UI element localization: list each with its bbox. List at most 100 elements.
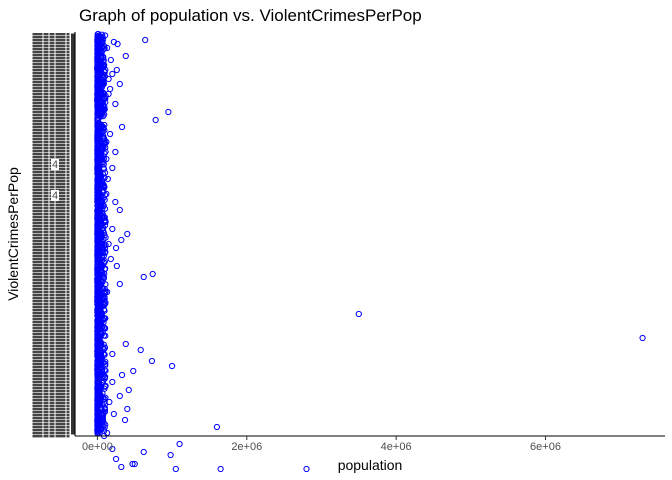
y-tick-label-glyph xyxy=(55,336,61,339)
y-tick-label-glyph xyxy=(43,180,49,183)
y-tick-label-glyph xyxy=(66,132,70,135)
y-tick-label-glyph xyxy=(66,315,70,318)
y-tick-label-glyph xyxy=(37,297,43,300)
y-tick-label-glyph xyxy=(32,153,38,156)
y-tick-label-glyph xyxy=(66,75,70,78)
y-tick-label-glyph xyxy=(66,420,70,423)
y-tick-label-glyph xyxy=(32,99,38,102)
y-tick-label-glyph xyxy=(60,90,66,93)
y-tick-label-glyph xyxy=(55,201,61,204)
y-tick-label-glyph xyxy=(49,150,55,153)
data-point xyxy=(94,275,101,283)
y-tick-label-glyph xyxy=(55,156,61,159)
y-tick-label-glyph xyxy=(37,411,43,414)
y-tick-label-glyph xyxy=(32,174,38,177)
y-tick-label-glyph xyxy=(37,114,43,117)
y-tick-label-glyph xyxy=(66,414,70,417)
y-tick-label-glyph xyxy=(43,357,49,360)
y-tick-label-glyph xyxy=(43,381,49,384)
y-tick-label-glyph xyxy=(43,150,49,153)
y-tick-label-glyph xyxy=(49,357,55,360)
y-tick-label-glyph xyxy=(60,198,66,201)
y-tick-label-glyph xyxy=(32,165,38,168)
y-tick-label-glyph xyxy=(49,213,55,216)
y-tick-label-glyph xyxy=(37,336,43,339)
y-tick-label-glyph xyxy=(32,156,38,159)
y-tick-label-glyph xyxy=(43,105,49,108)
y-tick-label-glyph xyxy=(37,234,43,237)
y-tick-label-glyph xyxy=(37,333,43,336)
y-tick-label-glyph xyxy=(43,186,49,189)
y-tick-label-glyph xyxy=(60,411,66,414)
y-tick-label-glyph xyxy=(37,138,43,141)
x-tick-label: 2e+06 xyxy=(231,441,262,453)
y-tick-label-glyph xyxy=(66,222,70,225)
y-tick-label-glyph xyxy=(60,327,66,330)
y-tick-label-glyph xyxy=(55,150,61,153)
y-tick-label-glyph xyxy=(32,225,38,228)
y-tick-label-glyph xyxy=(49,186,55,189)
y-tick-label-glyph xyxy=(32,246,38,249)
y-tick-label-glyph xyxy=(55,363,61,366)
y-tick-label-glyph xyxy=(43,87,49,90)
y-tick-label-glyph xyxy=(49,348,55,351)
data-point xyxy=(94,245,101,252)
data-point xyxy=(101,249,108,256)
y-tick-label-glyph xyxy=(60,264,66,267)
y-tick-label-glyph xyxy=(43,243,49,246)
y-tick-label-glyph xyxy=(55,417,61,420)
y-tick-label-glyph xyxy=(60,138,66,141)
y-tick-label-glyph xyxy=(43,81,49,84)
y-tick-label-glyph xyxy=(32,150,38,153)
y-tick-label-glyph xyxy=(32,240,38,243)
data-point xyxy=(98,213,106,220)
y-tick-label-glyph xyxy=(66,330,70,333)
y-tick-label-glyph xyxy=(49,339,55,342)
y-tick-label-glyph xyxy=(43,177,49,180)
y-tick-label-glyph xyxy=(32,393,38,396)
y-tick-label-glyph xyxy=(32,315,38,318)
y-tick-label-glyph xyxy=(37,60,43,63)
data-point xyxy=(94,272,101,279)
data-point xyxy=(103,138,110,146)
y-tick-label-glyph xyxy=(32,36,38,39)
y-tick-label-glyph xyxy=(60,69,66,72)
y-tick-label-glyph xyxy=(37,222,43,225)
y-tick-label-glyph xyxy=(37,351,43,354)
y-tick-label-glyph xyxy=(66,417,70,420)
y-tick-label-glyph xyxy=(37,393,43,396)
y-tick-label-glyph xyxy=(43,303,49,306)
y-tick-label-glyph xyxy=(60,36,66,39)
y-tick-label-glyph xyxy=(60,96,66,99)
y-tick-label-glyph xyxy=(49,183,55,186)
y-tick-label-glyph xyxy=(32,234,38,237)
data-point xyxy=(118,123,126,131)
y-tick-label-glyph xyxy=(43,234,49,237)
y-tick-label-glyph xyxy=(43,417,49,420)
y-tick-label-glyph xyxy=(43,288,49,291)
y-tick-label-glyph xyxy=(37,426,43,429)
y-tick-label-glyph xyxy=(66,99,70,102)
data-point xyxy=(94,310,101,318)
y-tick-label-glyph xyxy=(66,300,70,303)
y-tick-label-glyph xyxy=(43,63,49,66)
y-tick-label-glyph xyxy=(32,108,38,111)
y-tick-label-glyph xyxy=(43,399,49,402)
y-tick-label-glyph xyxy=(60,276,66,279)
y-tick-label-glyph xyxy=(55,309,61,312)
y-tick-label-glyph xyxy=(43,321,49,324)
y-tick-label-glyph xyxy=(55,387,61,390)
y-tick-label-glyph xyxy=(49,153,55,156)
y-tick-label-glyph xyxy=(43,294,49,297)
y-tick-label-glyph xyxy=(49,285,55,288)
y-tick-label-glyph xyxy=(60,414,66,417)
y-tick-label-glyph xyxy=(32,111,38,114)
y-tick-label-glyph xyxy=(49,126,55,129)
data-point xyxy=(116,80,123,88)
data-point xyxy=(94,220,101,228)
y-tick-label-glyph xyxy=(66,303,70,306)
y-tick-label-glyph xyxy=(37,237,43,240)
y-tick-label-glyph xyxy=(32,411,38,414)
y-tick-label-glyph xyxy=(55,126,61,129)
y-tick-label-glyph xyxy=(32,228,38,231)
